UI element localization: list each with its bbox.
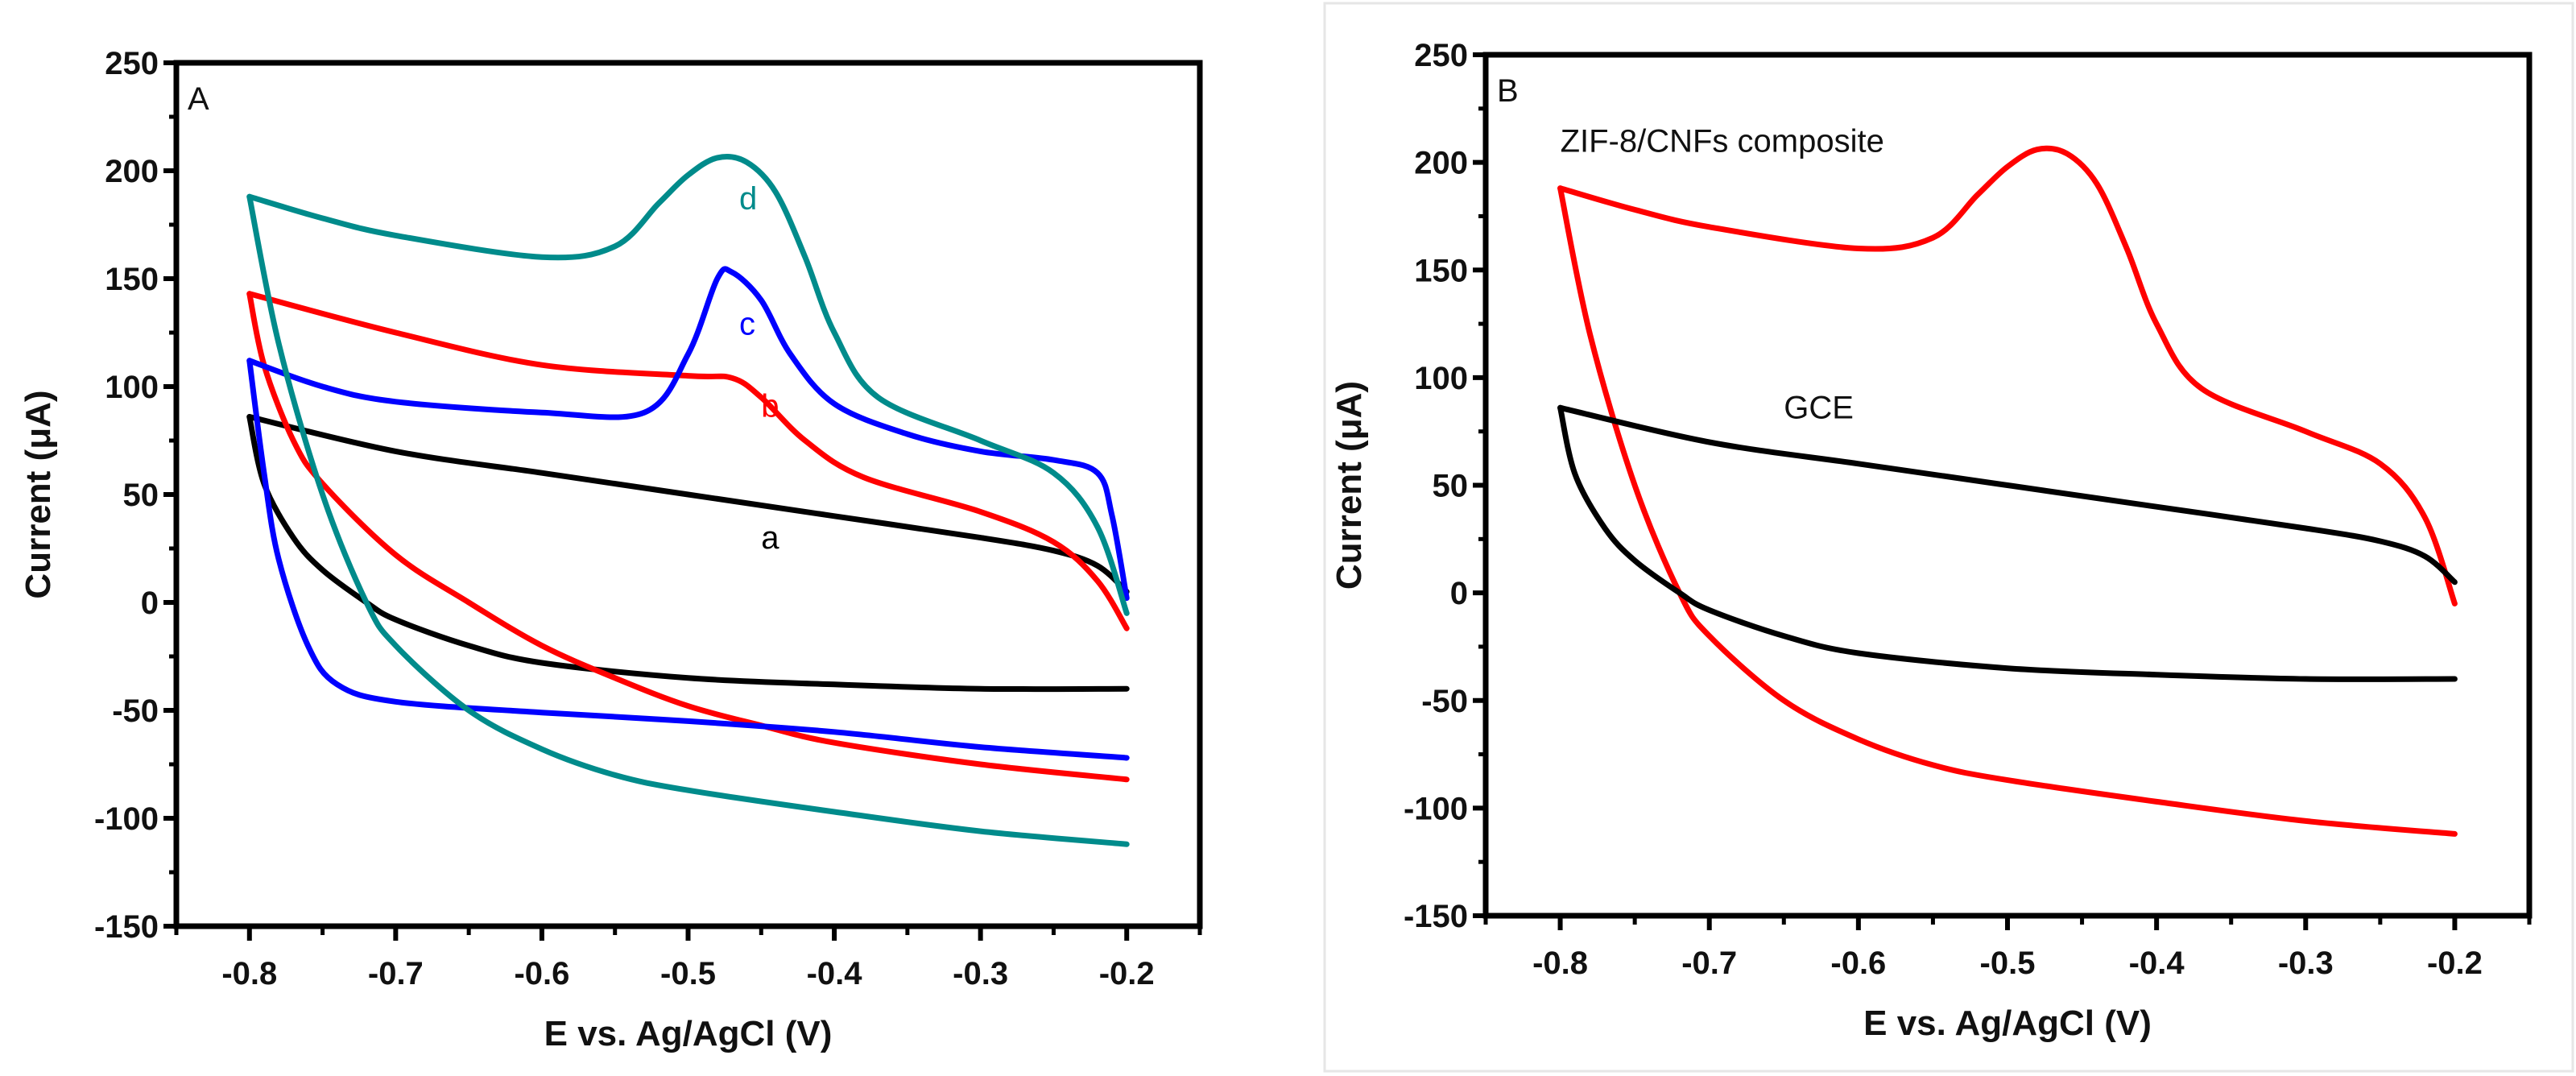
y-tick-label: 200 [105, 154, 159, 189]
y-tick-label: 150 [1414, 253, 1468, 288]
x-tick-label: -0.3 [2278, 946, 2334, 981]
series-d-forward-line [246, 154, 1130, 616]
x-axis-title: E vs. Ag/AgCl (V) [544, 1014, 833, 1053]
x-tick-label: -0.5 [660, 956, 716, 991]
panel-b-border [1323, 2, 2574, 1073]
y-tick-label: -100 [94, 801, 159, 837]
x-tick-label: -0.8 [1532, 946, 1588, 981]
x-tick-label: -0.3 [953, 956, 1008, 991]
series-gce-forward-line [1557, 404, 2458, 586]
series-c-reverse-line [246, 358, 1130, 761]
series-a-reverse-line [246, 414, 1130, 693]
y-tick-label: 100 [105, 370, 159, 405]
x-tick-label: -0.4 [2129, 946, 2185, 981]
y-tick-label: 250 [1414, 38, 1468, 73]
chart-panel-a: a b c d -150 -100 -50 0 50 100 150 200 250 -0.8 -0.7 -0… [19, 46, 1203, 1053]
series-zif-8-cnfs-composite-reverse-line [1557, 185, 2458, 837]
y-tick-label: 200 [1414, 146, 1468, 181]
x-tick-label: -0.6 [514, 956, 569, 991]
panel-label: A [188, 81, 209, 117]
x-tick-label: -0.2 [1099, 956, 1155, 991]
y-tick-label: 250 [105, 46, 159, 81]
series-label: b [761, 389, 779, 424]
y-tick-label: 0 [141, 586, 159, 621]
x-axis-title: E vs. Ag/AgCl (V) [1863, 1004, 2152, 1043]
x-tick-label: -0.2 [2427, 946, 2483, 981]
y-axis-title: Current (μA) [1329, 381, 1369, 590]
series-c-forward-line [246, 266, 1130, 602]
series-label: c [739, 307, 755, 342]
series-b-reverse-line [246, 291, 1130, 783]
x-tick-label: -0.7 [1681, 946, 1737, 981]
x-tick-label: -0.6 [1830, 946, 1886, 981]
x-tick-label: -0.7 [368, 956, 424, 991]
y-tick-label: 150 [105, 262, 159, 297]
series-zif-8-cnfs-composite-forward-line [1557, 145, 2458, 606]
y-tick-label: 50 [1433, 469, 1469, 504]
y-axis-title: Current (μA) [19, 390, 58, 598]
y-tick-label: -50 [1421, 684, 1468, 719]
y-tick-label: -50 [112, 693, 159, 729]
y-tick-label: -150 [1404, 899, 1468, 934]
x-tick-label: -0.8 [221, 956, 277, 991]
y-tick-label: -150 [94, 909, 159, 945]
series-label: GCE [1784, 391, 1854, 426]
series-b-forward-line [246, 291, 1130, 631]
y-tick-label: 0 [1450, 576, 1468, 611]
series-a-forward-line [246, 414, 1130, 595]
y-tick-label: -100 [1404, 791, 1468, 826]
y-tick-label: 50 [123, 478, 159, 513]
panel-label: B [1497, 73, 1519, 109]
x-tick-label: -0.4 [807, 956, 863, 991]
series-gce-reverse-line [1557, 404, 2458, 682]
y-tick-label: 100 [1414, 361, 1468, 396]
chart-panel-b: ZIF-8/CNFs composite GCE -150 -100 -50 0 50 100… [1329, 38, 2533, 1043]
series-d-reverse-line [246, 193, 1130, 847]
x-tick-label: -0.5 [1980, 946, 2036, 981]
series-label: d [739, 181, 757, 217]
series-label: ZIF-8/CNFs composite [1561, 123, 1884, 159]
series-label: a [761, 520, 779, 556]
